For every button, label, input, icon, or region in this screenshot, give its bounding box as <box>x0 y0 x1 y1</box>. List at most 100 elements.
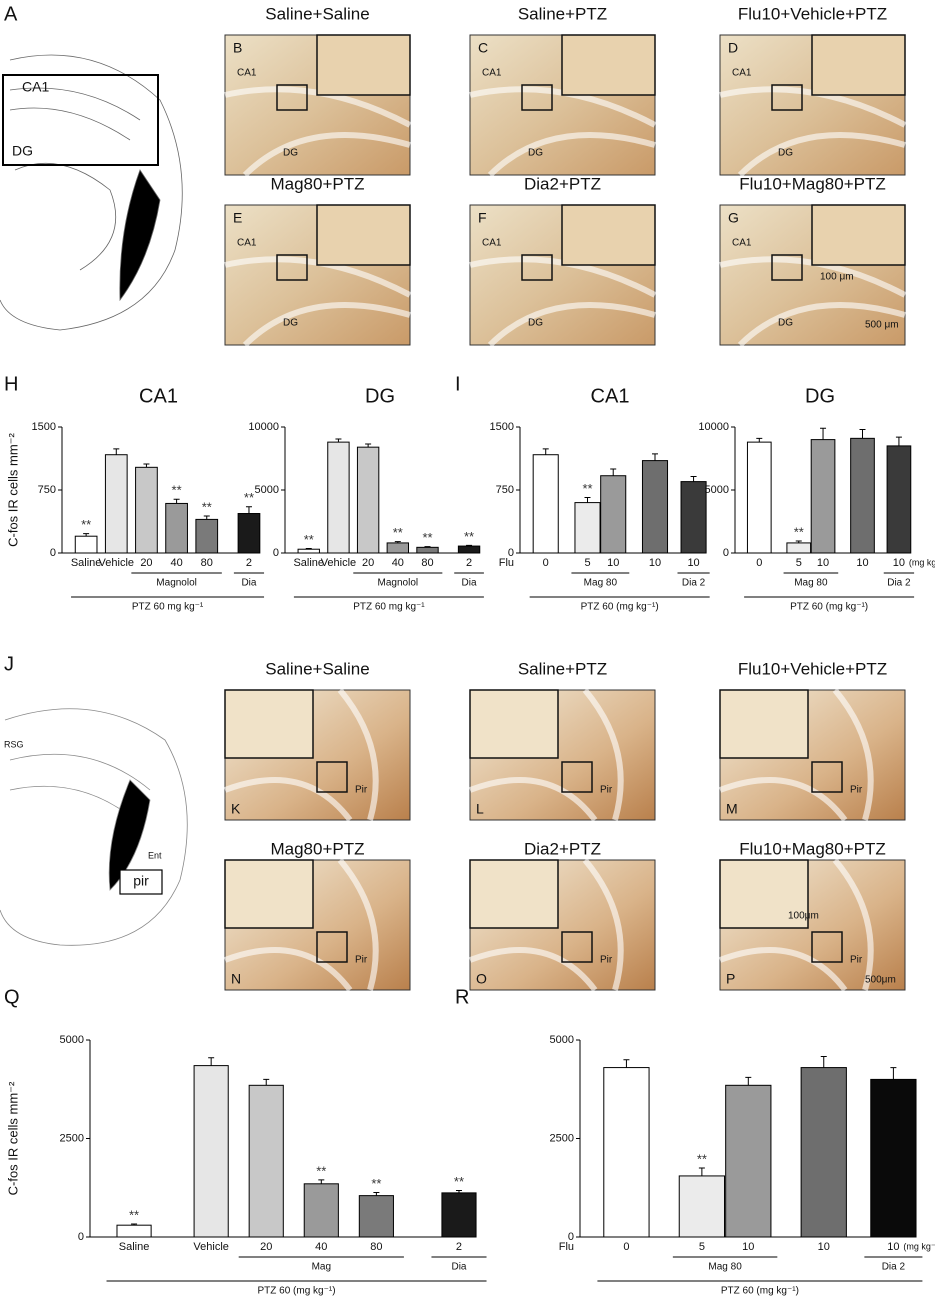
bar <box>574 502 601 554</box>
image-label: DG <box>283 318 298 329</box>
error-bar <box>895 436 902 446</box>
bar <box>104 454 128 554</box>
y-tick-label: 0 <box>50 547 56 559</box>
image-title: Mag80+PTZ <box>270 839 364 858</box>
x-tick-label: 2 <box>466 557 472 569</box>
significance: ** <box>454 1174 464 1189</box>
tissue-contour <box>468 858 624 992</box>
panel-letter: R <box>455 986 469 1008</box>
error-bar <box>584 497 591 503</box>
x-tick-label: 0 <box>623 1241 629 1253</box>
image-label: CA1 <box>732 68 752 79</box>
y-tick-label: 0 <box>723 547 729 559</box>
inset <box>719 689 809 759</box>
inset <box>469 689 559 759</box>
x-unit: (mg kg⁻¹) <box>909 557 935 567</box>
significance: ** <box>81 517 91 532</box>
x-tick-label: 10 <box>687 557 699 569</box>
bar <box>870 1078 917 1238</box>
image-label: DG <box>778 318 793 329</box>
error-bar <box>795 540 802 543</box>
significance: ** <box>316 1163 326 1178</box>
zoom-box <box>316 931 348 963</box>
x-tick-label: 0 <box>756 557 762 569</box>
significance: ** <box>582 481 592 496</box>
x-tick-label: 40 <box>170 557 182 569</box>
error-bar <box>756 437 763 443</box>
bar <box>600 475 627 554</box>
tissue-contour <box>718 688 874 822</box>
image-label: Pir <box>600 785 613 796</box>
tissue-contour <box>468 688 624 822</box>
zoom-box <box>276 254 308 281</box>
image-label: Pir <box>850 785 863 796</box>
image-title: Saline+PTZ <box>518 4 607 23</box>
bar <box>356 446 380 554</box>
y-tick-label: 750 <box>496 484 514 496</box>
x-tick-label: Vehicle <box>99 557 134 569</box>
group-label: PTZ 60 (mg kg⁻¹) <box>790 602 868 613</box>
inset <box>224 859 314 929</box>
group-label: PTZ 60 (mg kg⁻¹) <box>257 1286 335 1297</box>
image-title: Saline+PTZ <box>518 659 607 678</box>
image-label: Pir <box>850 955 863 966</box>
bar <box>297 548 320 554</box>
bar <box>810 439 836 554</box>
x-prefix: Flu <box>499 557 514 569</box>
group-label: PTZ 60 mg kg⁻¹ <box>132 602 204 613</box>
panel-letter: N <box>231 971 241 987</box>
bar <box>678 1175 726 1238</box>
error-bar <box>610 468 617 476</box>
panel-letter: Q <box>4 986 20 1008</box>
image-label: 100 μm <box>820 272 854 283</box>
zoom-box <box>771 254 803 281</box>
bar <box>248 1084 284 1238</box>
bar <box>74 535 98 554</box>
error-bar <box>394 541 401 543</box>
panel-letter: E <box>233 210 242 226</box>
zoom-box <box>521 84 553 111</box>
tissue-contour <box>223 858 379 992</box>
bar <box>800 1067 847 1238</box>
significance: ** <box>244 490 254 505</box>
error-bar <box>305 547 312 550</box>
image-title: Flu10+Mag80+PTZ <box>739 174 885 193</box>
region-box <box>119 869 163 895</box>
significance: ** <box>202 499 212 514</box>
image-label: Pir <box>355 955 368 966</box>
error-bar <box>263 1078 270 1086</box>
chart-title: CA1 <box>139 385 178 407</box>
panel-letter: B <box>233 40 242 56</box>
bar <box>725 1084 772 1238</box>
error-bar <box>820 427 827 440</box>
bar <box>746 441 772 554</box>
atlas-top-drawing <box>0 54 183 331</box>
zoom-box <box>811 931 843 963</box>
group-label: Magnolol <box>156 578 197 589</box>
group-label: PTZ 60 mg kg⁻¹ <box>353 602 425 613</box>
x-tick-label: 80 <box>370 1241 382 1253</box>
bar <box>603 1067 650 1238</box>
image-title: Flu10+Mag80+PTZ <box>739 839 885 858</box>
bar <box>457 545 481 554</box>
inset <box>719 859 809 929</box>
inset <box>316 204 411 266</box>
error-bar <box>623 1059 630 1068</box>
group-label: Dia 2 <box>887 578 911 589</box>
group-label: PTZ 60 (mg kg⁻¹) <box>581 602 659 613</box>
error-bar <box>365 443 372 448</box>
zoom-box <box>316 761 348 793</box>
image-label: CA1 <box>482 238 502 249</box>
image-title: Mag80+PTZ <box>270 174 364 193</box>
y-tick-label: 5000 <box>60 1034 84 1046</box>
bar <box>303 1183 339 1238</box>
bar <box>886 445 912 554</box>
x-tick-label: 20 <box>260 1241 272 1253</box>
bar <box>532 454 559 554</box>
y-tick-label: 2500 <box>550 1132 574 1144</box>
x-tick-label: 80 <box>201 557 213 569</box>
x-tick-label: 10 <box>818 1241 830 1253</box>
image-label: CA1 <box>732 238 752 249</box>
x-tick-label: 0 <box>543 557 549 569</box>
x-tick-label: Saline <box>119 1241 150 1253</box>
